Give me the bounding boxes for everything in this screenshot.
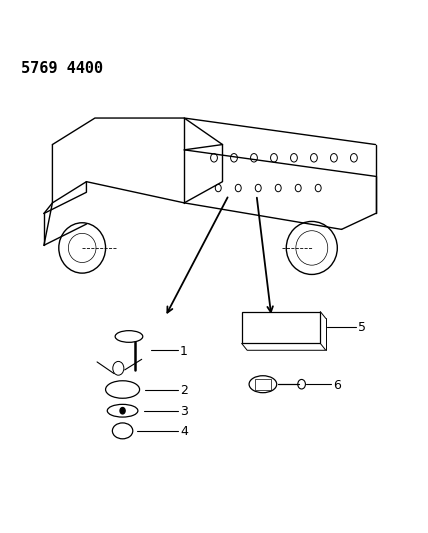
Text: 6: 6 [333, 379, 341, 392]
Bar [255, 379, 270, 390]
Text: 1: 1 [180, 345, 188, 358]
Text: 4: 4 [180, 425, 188, 439]
Text: 2: 2 [180, 384, 188, 397]
Text: 5769 4400: 5769 4400 [21, 61, 103, 76]
Circle shape [120, 408, 125, 414]
Text: 3: 3 [180, 405, 188, 418]
Text: 5: 5 [358, 321, 366, 334]
Bar [242, 312, 320, 343]
